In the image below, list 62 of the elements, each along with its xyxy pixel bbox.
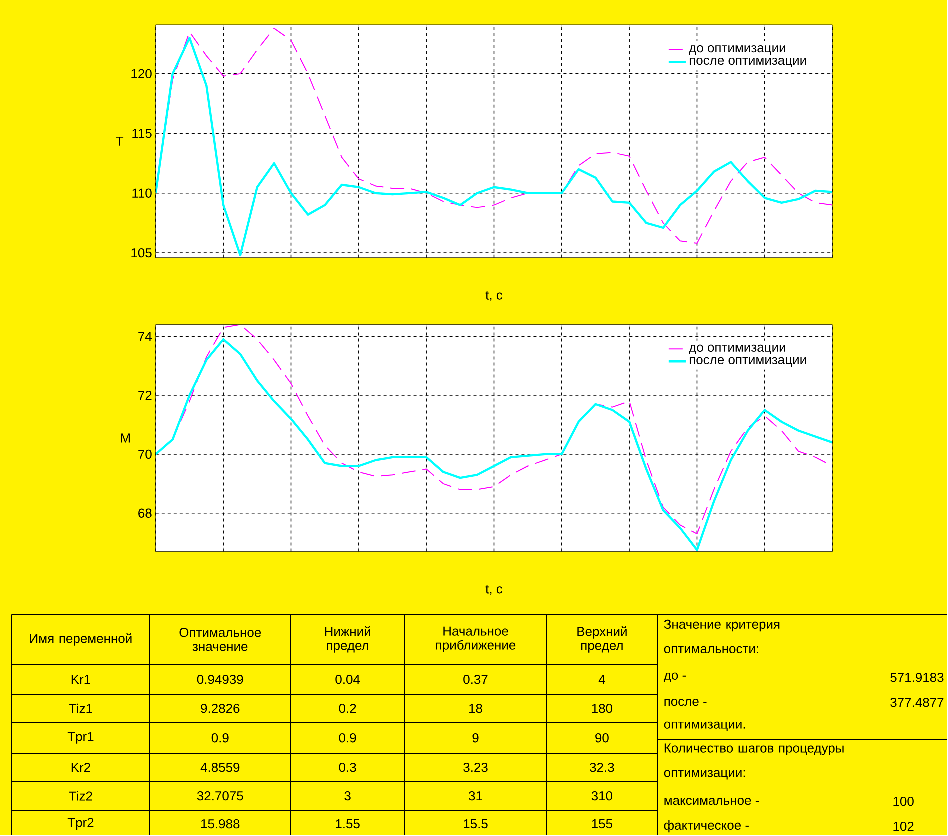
text: 15.988 [202, 819, 240, 829]
text: 15.5 [464, 820, 488, 829]
legend-label: до оптимизации [689, 344, 786, 354]
text: 377.4877 [890, 698, 944, 708]
text: после - [664, 699, 707, 706]
text: 100 [894, 796, 914, 806]
text: Количество шагов процедуры оптимизации: [664, 744, 844, 780]
text: 310 [592, 791, 613, 801]
text: 32.3 [590, 762, 614, 772]
y-tick-label: 110 [132, 188, 152, 198]
text: Tiz1 [69, 704, 92, 714]
y-tick-label: 68 [138, 508, 152, 518]
text: 3 [344, 791, 351, 801]
legend-label: после оптимизации [690, 357, 806, 367]
y-tick-label: 115 [132, 129, 152, 138]
legend-label: до оптимизации [689, 45, 786, 56]
text: 0.04 [336, 675, 360, 684]
text: Верхний предел [578, 626, 627, 653]
text: 0.2 [339, 704, 356, 714]
y-tick-label: 120 [132, 69, 152, 79]
text: 4 [598, 675, 606, 684]
text: 90 [596, 733, 609, 743]
y-tick-label: 72 [138, 390, 152, 400]
text: 0.37 [464, 675, 488, 684]
text: 0.9 [212, 733, 229, 743]
text: 155 [592, 820, 612, 829]
text: 0.94939 [197, 675, 244, 684]
text: 4.8559 [200, 762, 240, 772]
text: 9.2826 [201, 704, 240, 714]
text: Tpr1 [68, 732, 94, 744]
text: 32.7075 [197, 791, 244, 801]
x-axis-title: t, c [486, 291, 503, 302]
text: Tpr2 [68, 818, 94, 830]
text: фактическое - [664, 820, 749, 833]
text: 9 [472, 733, 479, 743]
text: Нижний предел [325, 626, 370, 653]
y-tick-label: 74 [138, 332, 152, 342]
y-axis-title: T [116, 136, 124, 146]
text: 0.3 [339, 762, 356, 772]
text: Начальное приближение [436, 626, 516, 652]
legend-label: после оптимизации [690, 58, 806, 68]
y-axis-title: M [121, 434, 130, 443]
text: 0.9 [339, 733, 356, 743]
text: Оптимальное значение [180, 628, 262, 652]
text: до - [664, 672, 686, 682]
text: 18 [470, 704, 482, 714]
text: 102 [894, 822, 914, 832]
text: Kr2 [72, 763, 90, 772]
text: 31 [469, 791, 482, 801]
text: 3.23 [464, 762, 488, 772]
text: Значение критерия оптимальности: [664, 620, 780, 654]
text: 1.55 [336, 820, 360, 829]
text: 180 [592, 704, 613, 714]
y-tick-label: 70 [138, 450, 152, 460]
text: Tiz2 [69, 791, 92, 801]
text: Имя переменной [30, 633, 132, 646]
text: максимальное - [664, 798, 760, 806]
text: оптимизации. [664, 722, 746, 732]
text: 571.9183 [890, 673, 944, 682]
text: Kr1 [72, 675, 90, 684]
y-tick-label: 105 [132, 248, 152, 258]
x-axis-title: t, c [486, 585, 503, 596]
